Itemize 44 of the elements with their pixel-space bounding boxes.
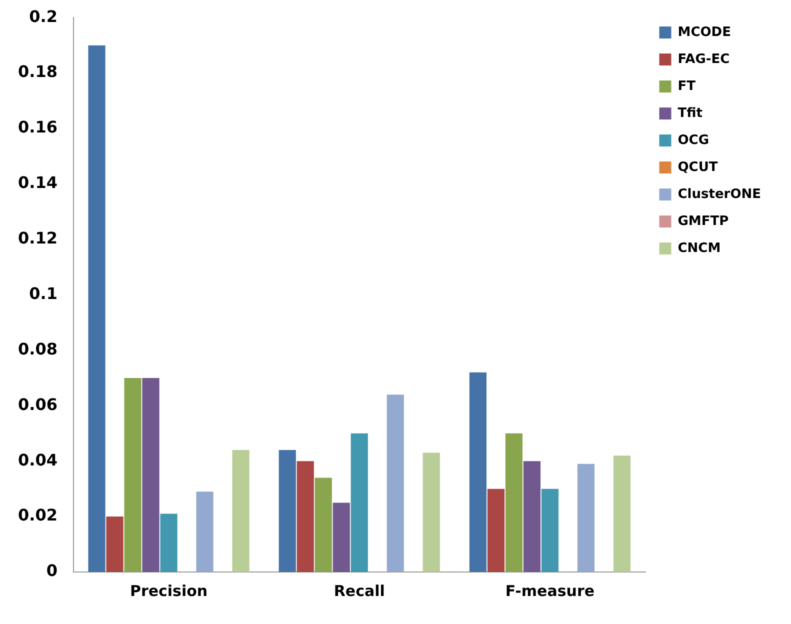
y-tick-label: 0.08 [18,339,58,358]
x-tick-label: Recall [334,582,385,600]
bar [124,378,142,572]
bar [160,514,178,572]
legend-label: MCODE [678,24,731,40]
legend-label: CNCM [678,240,721,256]
y-tick-label: 0.02 [18,506,58,525]
bar [88,45,106,572]
bar [487,488,505,572]
legend-label: GMFTP [678,214,729,229]
legend-label: ClusterONE [678,186,762,202]
x-tick-label: F-measure [505,582,595,600]
legend-label: Tfit [678,106,702,121]
legend-label: QCUT [678,160,718,175]
bar [422,452,440,572]
legend-label: FAG-EC [678,52,730,67]
y-tick-label: 0.2 [29,6,58,26]
legend-label: FT [678,78,696,94]
bar [332,502,350,572]
bar [523,461,541,572]
y-tick-label: 0.18 [18,62,58,82]
y-tick-label: 0.12 [18,228,58,248]
bar [350,433,368,572]
bar [314,478,332,572]
bar [386,394,404,572]
y-tick-label: 0.14 [18,173,58,192]
x-tick-label: Precision [130,582,208,600]
bar [541,488,559,572]
bar [142,378,160,572]
bar [469,372,487,572]
bar [278,450,296,572]
y-tick-label: 0.04 [18,450,58,470]
bar [577,464,595,572]
bar [196,492,214,572]
bar [613,456,631,572]
y-tick-label: 0.06 [18,394,58,414]
bar [106,516,124,572]
bar [505,433,523,572]
y-tick-label: 0.16 [18,118,58,137]
y-tick-label: 0 [46,561,58,580]
y-tick-label: 0.1 [29,284,58,303]
legend-label: OCG [678,132,710,148]
bar [296,461,314,572]
bar [232,450,250,572]
